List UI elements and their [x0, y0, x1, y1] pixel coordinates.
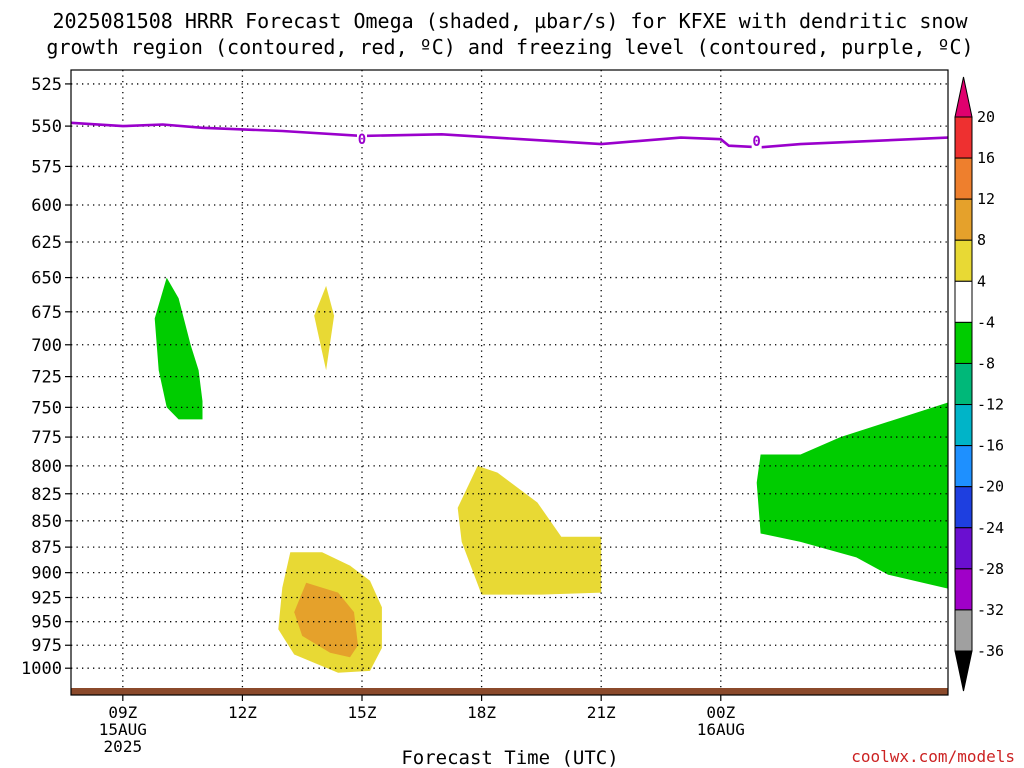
- colorbar-bottom-arrow: [954, 650, 973, 692]
- colorbar-segment-1: [954, 157, 973, 200]
- colorbar-segment-3: [954, 239, 973, 282]
- x-axis-title: Forecast Time (UTC): [401, 747, 618, 768]
- chart-title-line-1: 2025081508 HRRR Forecast Omega (shaded, …: [52, 9, 968, 33]
- x-tick-label-9-1: 15AUG: [99, 720, 147, 739]
- colorbar-segment-10: [954, 527, 973, 570]
- y-tick-label-875: 875: [31, 538, 62, 558]
- y-tick-label-675: 675: [31, 303, 62, 323]
- y-tick-label-700: 700: [31, 336, 62, 356]
- x-tick-label-24-1: 16AUG: [697, 720, 745, 739]
- y-tick-label-850: 850: [31, 512, 62, 532]
- colorbar-label--24: -24: [977, 519, 1004, 537]
- y-tick-label-750: 750: [31, 398, 62, 418]
- x-tick-label-24-0: 00Z: [706, 703, 735, 722]
- colorbar-label--36: -36: [977, 642, 1004, 660]
- terrain-strip: [71, 688, 948, 695]
- colorbar-label--4: -4: [977, 313, 995, 331]
- freezing-level-label-1: 0: [752, 134, 760, 150]
- chart-title-line-2: growth region (contoured, red, ºC) and f…: [46, 35, 973, 59]
- colorbar-segment-8: [954, 445, 973, 488]
- x-tick-label-15-0: 15Z: [348, 703, 377, 722]
- credit-text: coolwx.com/models: [851, 747, 1015, 766]
- y-tick-label-575: 575: [31, 157, 62, 177]
- colorbar-label-20: 20: [977, 108, 995, 126]
- colorbar-label--32: -32: [977, 601, 1004, 619]
- x-tick-label-9-2: 2025: [104, 737, 143, 756]
- colorbar-segment-6: [954, 362, 973, 406]
- colorbar-label--12: -12: [977, 396, 1004, 414]
- omega-region-2: [457, 465, 602, 595]
- omega-region-0: [154, 277, 203, 420]
- y-tick-label-725: 725: [31, 368, 62, 388]
- x-tick-label-21-0: 21Z: [587, 703, 616, 722]
- omega-shaded-regions: [154, 277, 948, 673]
- y-tick-label-800: 800: [31, 457, 62, 477]
- colorbar-segment-0: [954, 116, 973, 159]
- y-axis: 525 550 575 600 625 650 675 700 725 750 775 800 825 8…: [21, 75, 71, 679]
- colorbar-label-8: 8: [977, 231, 986, 249]
- colorbar-label--28: -28: [977, 560, 1004, 578]
- colorbar-segment-7: [954, 404, 973, 447]
- y-tick-label-825: 825: [31, 485, 62, 505]
- y-tick-label-975: 975: [31, 636, 62, 656]
- omega-region-5: [756, 402, 948, 589]
- x-tick-label-9-0: 09Z: [108, 703, 137, 722]
- colorbar-segment-12: [954, 609, 973, 652]
- colorbar-label--8: -8: [977, 354, 995, 372]
- y-tick-label-600: 600: [31, 196, 62, 216]
- colorbar-segment-2: [954, 198, 973, 241]
- freezing-label-bg-1: [751, 132, 762, 149]
- colorbar-segment-9: [954, 486, 973, 529]
- y-tick-label-900: 900: [31, 564, 62, 584]
- y-tick-label-525: 525: [31, 75, 62, 95]
- x-tick-label-12-0: 12Z: [228, 703, 257, 722]
- omega-region-4: [294, 582, 358, 658]
- colorbar-segment-4: [954, 280, 973, 323]
- freezing-level-line: [70, 121, 949, 149]
- x-tick-label-18-0: 18Z: [467, 703, 496, 722]
- y-tick-label-925: 925: [31, 589, 62, 609]
- y-tick-label-775: 775: [31, 428, 62, 448]
- y-tick-label-950: 950: [31, 613, 62, 633]
- colorbar-segment-5: [954, 321, 973, 364]
- freezing-label-bg-0: [357, 131, 368, 148]
- colorbar-label-12: 12: [977, 190, 995, 208]
- colorbar-label--20: -20: [977, 478, 1004, 496]
- colorbar-segment-11: [954, 568, 973, 611]
- plot-frame: [70, 69, 949, 696]
- omega-region-1: [314, 285, 335, 371]
- y-tick-label-625: 625: [31, 233, 62, 253]
- colorbar-label--16: -16: [977, 437, 1004, 455]
- y-tick-label-550: 550: [31, 117, 62, 137]
- y-tick-label-650: 650: [31, 269, 62, 289]
- colorbar: 20 16 12 8 4 -4 -8 -12 -16 -20 -24 -28 -32 -36: [954, 76, 1004, 692]
- colorbar-label-16: 16: [977, 149, 995, 167]
- freezing-level-label-0: 0: [358, 132, 366, 148]
- colorbar-label-4: 4: [977, 272, 986, 290]
- y-tick-label-1000: 1000: [21, 659, 62, 679]
